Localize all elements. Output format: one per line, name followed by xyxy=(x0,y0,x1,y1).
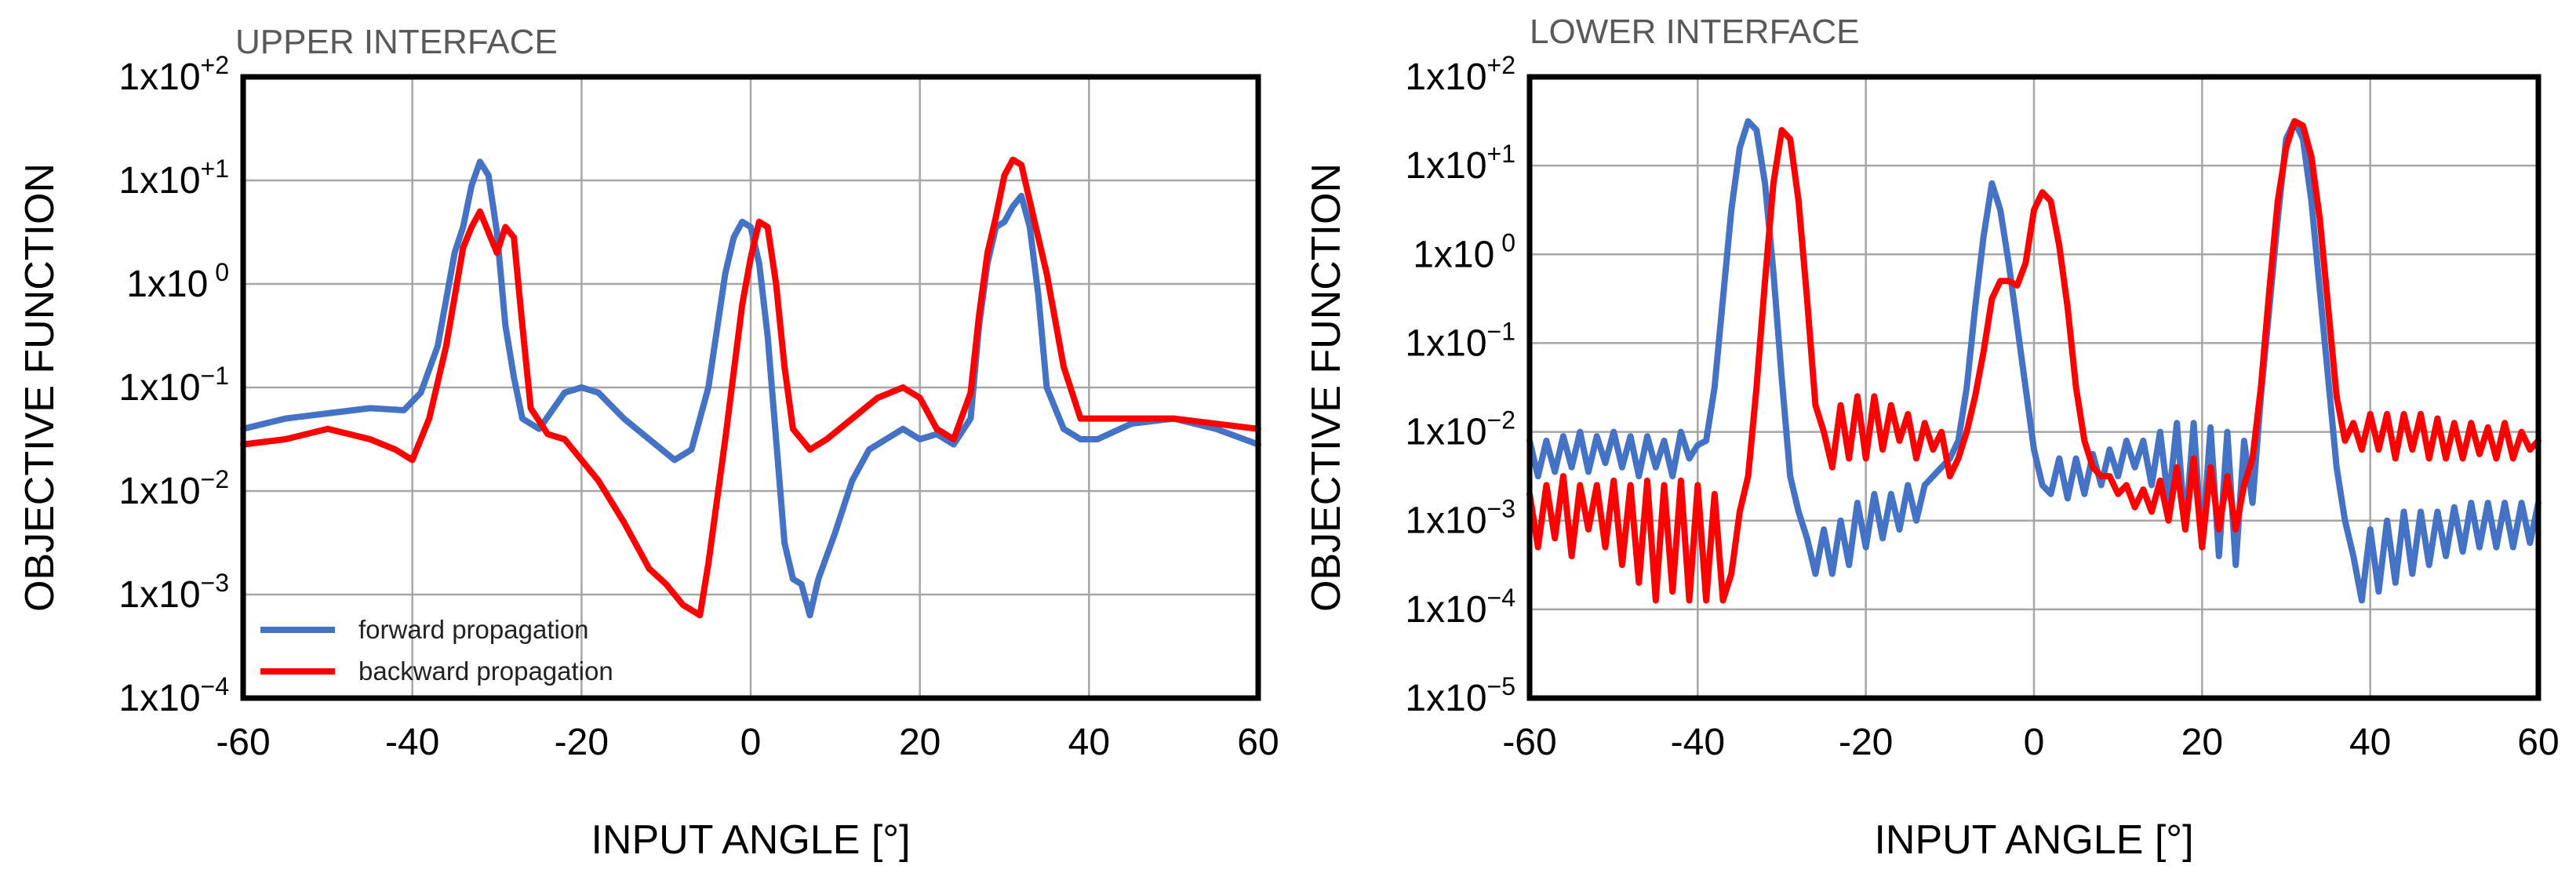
x-tick-label: -20 xyxy=(555,722,609,763)
series-line-backward-propagation xyxy=(240,156,1261,619)
x-tick-label: 40 xyxy=(1068,722,1110,763)
x-tick-label: 20 xyxy=(2181,722,2223,763)
plot-frame xyxy=(1526,74,2541,701)
x-tick-label: 40 xyxy=(2349,722,2391,763)
y-axis-title: OBJECTIVE FUNCTION xyxy=(1304,163,1349,612)
x-tick-label: 0 xyxy=(2024,722,2045,763)
panel-title: UPPER INTERFACE xyxy=(235,23,558,61)
plot-frame xyxy=(240,74,1261,701)
chart-upper-interface: -60 -40 -20 0 20 40 60 1x10+2 1x10+1 1x10 0 1x10−1… xyxy=(17,23,1279,863)
y-tick-label: 1x10+1 xyxy=(118,155,229,202)
y-tick-label: 1x10+2 xyxy=(118,51,229,98)
legend-label: backward propagation xyxy=(358,657,613,686)
y-axis-title: OBJECTIVE FUNCTION xyxy=(17,163,63,612)
legend-label: forward propagation xyxy=(358,615,589,644)
y-tick-label: 1x10+1 xyxy=(1405,140,1515,187)
x-tick-label: -40 xyxy=(385,722,439,763)
y-tick-label: 1x10−4 xyxy=(118,672,229,719)
panel-title: LOWER INTERFACE xyxy=(1530,13,1860,51)
x-tick-label: 0 xyxy=(740,722,762,763)
y-tick-label: 1x10−5 xyxy=(1405,672,1515,719)
y-tick-label: 1x10+2 xyxy=(1405,51,1515,98)
series-line-backward-propagation xyxy=(1526,118,2541,604)
x-tick-label: 60 xyxy=(1237,722,1279,763)
x-tick-label: -60 xyxy=(1502,722,1556,763)
y-tick-label: 1x10 0 xyxy=(126,258,229,305)
x-tick-label: -60 xyxy=(216,722,270,763)
y-tick-label: 1x10−1 xyxy=(1405,317,1515,364)
x-tick-label: 20 xyxy=(899,722,941,763)
x-tick-label: -20 xyxy=(1839,722,1893,763)
y-tick-label: 1x10 0 xyxy=(1413,228,1515,275)
x-tick-label: -40 xyxy=(1671,722,1725,763)
y-tick-label: 1x10−1 xyxy=(118,362,229,409)
series-line-forward-propagation xyxy=(1526,118,2541,604)
y-tick-label: 1x10−3 xyxy=(1405,495,1515,542)
x-axis-title: INPUT ANGLE [°] xyxy=(591,817,910,863)
y-tick-label: 1x10−3 xyxy=(118,569,229,616)
chart-lower-interface: -60 -40 -20 0 20 40 60 1x10+2 1x10+1 1x10 0 1x10−1… xyxy=(1304,13,2560,863)
x-tick-label: 60 xyxy=(2517,722,2559,763)
x-axis-title: INPUT ANGLE [°] xyxy=(1874,817,2193,863)
y-tick-label: 1x10−2 xyxy=(118,465,229,512)
y-tick-label: 1x10−2 xyxy=(1405,406,1515,453)
y-tick-label: 1x10−4 xyxy=(1405,584,1515,631)
series-line-forward-propagation xyxy=(240,158,1261,619)
